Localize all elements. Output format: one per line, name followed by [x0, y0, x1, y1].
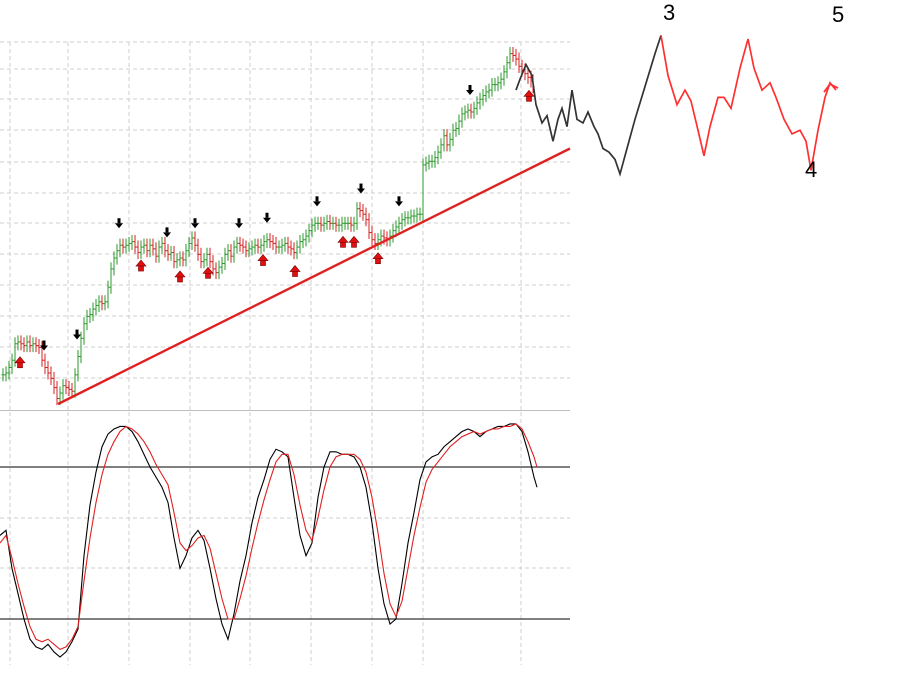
arrow-shaft [526, 96, 532, 102]
sell-signal-arrow-icon [73, 329, 81, 340]
support-trendline [57, 147, 571, 406]
arrow-shaft [340, 242, 346, 248]
arrow-head [235, 223, 243, 229]
buy-signal-arrow-icon [14, 356, 26, 369]
arrow-head [202, 266, 214, 274]
arrow-shaft [193, 218, 197, 224]
sell-signal-arrow-icon [40, 340, 48, 351]
sell-signal-arrow-icon [235, 218, 243, 229]
buy-signal-arrow-icon [289, 265, 301, 277]
forecast-wave-dark [515, 35, 662, 177]
sell-signal-arrow-icon [357, 183, 365, 194]
buy-signal-arrow-icon [257, 254, 269, 266]
arrow-shaft [237, 218, 241, 224]
arrow-shaft [177, 276, 183, 283]
wave-forecast [515, 35, 839, 177]
sell-signal-arrow-icon [163, 227, 171, 238]
wave-label-4: 4 [805, 157, 817, 182]
wave-label-3: 3 [663, 0, 675, 25]
arrow-shaft [351, 242, 357, 248]
oscillator-panel-grid [0, 412, 570, 665]
oscillator-signal-line [0, 423, 538, 651]
arrow-head [357, 188, 365, 194]
buy-signal-arrow-icon [372, 252, 384, 265]
buy-signal-arrow-icon [523, 89, 535, 102]
arrow-head [135, 259, 147, 267]
arrow-shaft [138, 265, 144, 272]
sell-signal-arrow-icon [191, 218, 199, 229]
oscillator-panel-marks [0, 423, 538, 658]
arrow-shaft [165, 227, 169, 233]
price-panel-grid [0, 41, 570, 411]
arrow-shaft [17, 362, 23, 369]
arrow-shaft [260, 260, 266, 266]
arrow-head [191, 223, 199, 229]
wave-label-5: 5 [832, 2, 844, 27]
sell-signal-arrow-icon [263, 212, 271, 223]
arrow-head [14, 356, 26, 364]
arrow-shaft [75, 329, 79, 335]
arrow-shaft [468, 85, 472, 90]
arrow-head [73, 334, 81, 340]
arrow-head [263, 217, 271, 223]
arrow-head [313, 201, 321, 207]
arrow-shaft [42, 340, 46, 346]
arrow-head [466, 90, 474, 95]
arrow-head [163, 232, 171, 238]
buy-signal-arrow-icon [135, 259, 147, 272]
sell-signal-arrow-icon [395, 196, 403, 207]
buy-signal-arrow-icon [174, 270, 186, 283]
arrow-shaft [117, 218, 121, 224]
arrow-shaft [292, 271, 298, 277]
arrow-head [174, 270, 186, 278]
forecast-wave-red [660, 35, 837, 171]
arrow-head [337, 235, 349, 243]
arrow-shaft [205, 273, 211, 279]
sell-signal-arrow-icon [313, 196, 321, 207]
arrow-head [395, 201, 403, 207]
arrow-shaft [359, 183, 363, 189]
buy-signal-arrow-icon [202, 266, 214, 279]
arrow-head [257, 254, 269, 261]
arrow-head [348, 235, 360, 243]
forecast-arrowhead-icon [823, 82, 839, 93]
arrow-head [40, 345, 48, 351]
price-panel-marks [1, 47, 571, 406]
arrow-shaft [315, 196, 319, 202]
oscillator-main-line [0, 423, 538, 658]
buy-signal-arrow-icon [348, 235, 360, 248]
arrow-head [115, 223, 123, 229]
arrow-head [289, 265, 301, 272]
buy-signal-arrow-icon [337, 235, 349, 248]
wave-labels: 3 4 5 [663, 0, 844, 182]
arrow-shaft [375, 258, 381, 265]
arrow-shaft [265, 212, 269, 218]
sell-signal-arrow-icon [466, 85, 474, 95]
arrow-shaft [397, 196, 401, 202]
sell-signal-arrow-icon [115, 218, 123, 229]
